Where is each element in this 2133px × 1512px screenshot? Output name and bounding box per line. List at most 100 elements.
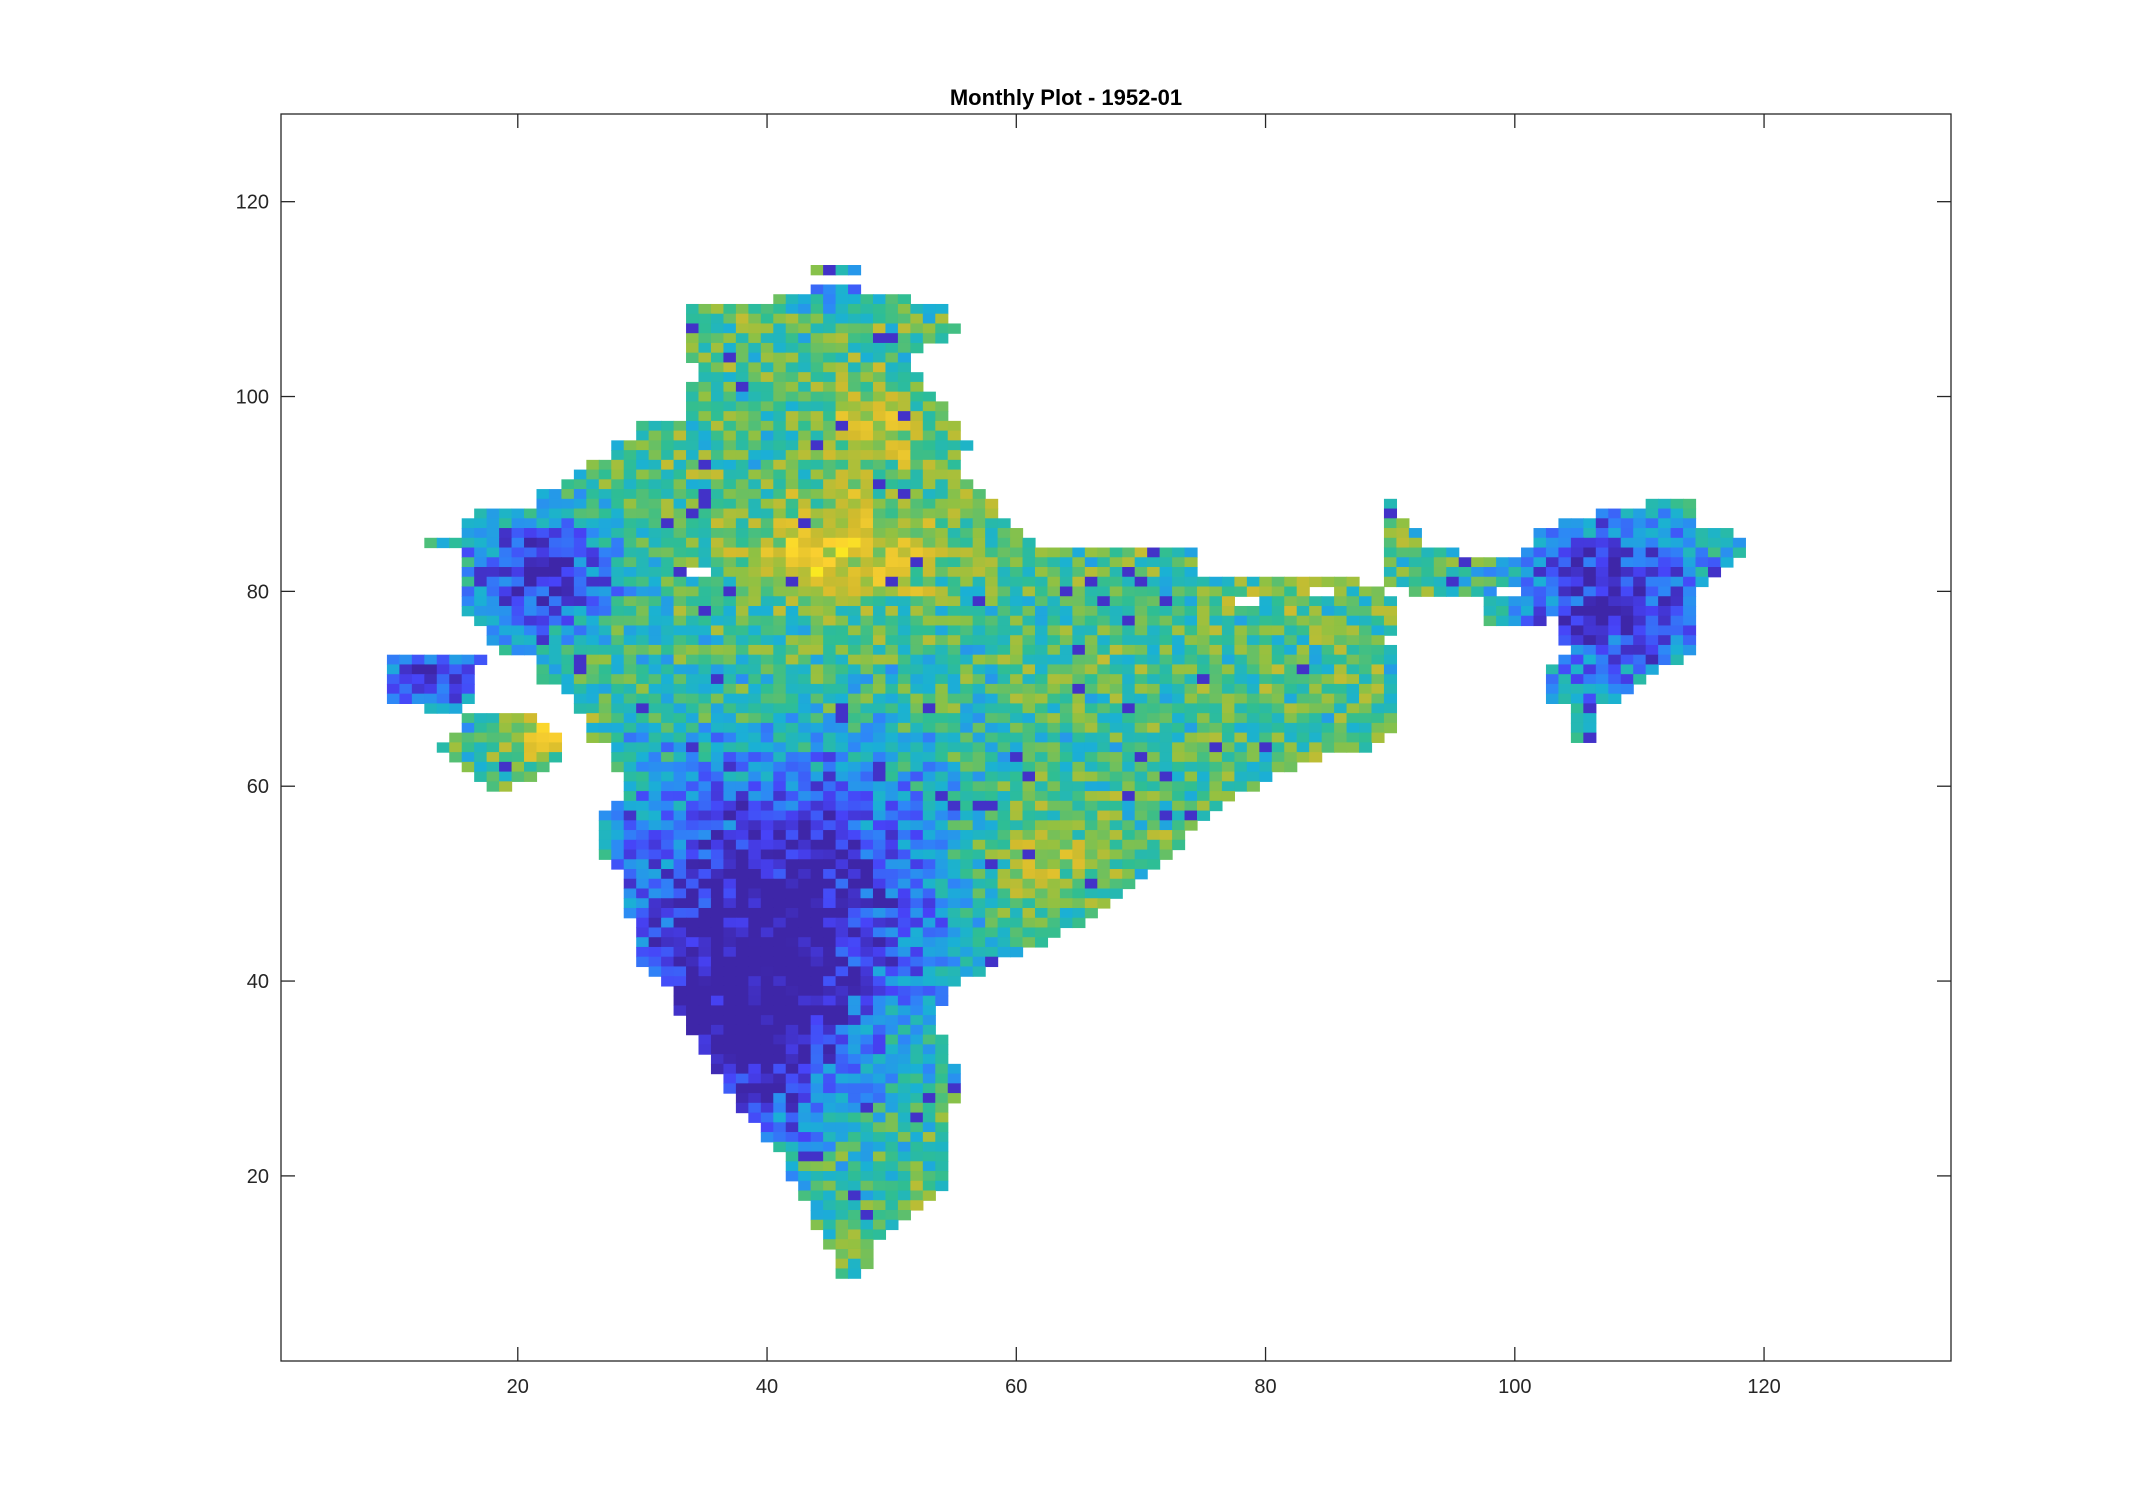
heatmap-cell	[1072, 761, 1086, 773]
x-tick-label: 120	[1747, 1376, 1780, 1398]
heatmap-cell	[723, 800, 737, 812]
heatmap-cell	[1022, 567, 1036, 578]
heatmap-cell	[823, 625, 837, 636]
heatmap-cell	[897, 927, 911, 938]
heatmap-cell	[798, 586, 812, 597]
heatmap-cell	[1172, 781, 1186, 792]
heatmap-cell	[536, 752, 550, 763]
heatmap-cell	[536, 518, 550, 529]
heatmap-cell	[723, 937, 737, 948]
heatmap-cell	[835, 966, 849, 977]
heatmap-cell	[1034, 937, 1049, 948]
heatmap-cell	[810, 333, 824, 344]
heatmap-cell	[823, 1054, 837, 1065]
heatmap-cell	[1172, 703, 1186, 714]
heatmap-cell	[935, 567, 949, 578]
heatmap-cell	[872, 537, 887, 549]
heatmap-cell	[499, 625, 513, 636]
heatmap-cell	[835, 946, 849, 958]
heatmap-cell	[661, 615, 675, 627]
heatmap-cell	[686, 313, 700, 325]
heatmap-cell	[735, 489, 749, 500]
heatmap-cell	[735, 557, 749, 568]
heatmap-cell	[1022, 547, 1036, 558]
heatmap-cell	[785, 625, 799, 636]
heatmap-cell	[773, 644, 787, 656]
heatmap-cell	[1334, 635, 1348, 646]
heatmap-cell	[748, 411, 762, 422]
heatmap-cell	[885, 713, 899, 724]
heatmap-cell	[972, 859, 986, 870]
heatmap-cell	[848, 791, 862, 802]
heatmap-cell	[1084, 635, 1098, 646]
heatmap-cell	[872, 586, 887, 597]
heatmap-cell	[1047, 791, 1061, 802]
heatmap-cell	[960, 937, 974, 948]
heatmap-cell	[1072, 878, 1086, 890]
heatmap-cell	[1122, 625, 1136, 636]
heatmap-cell	[1433, 547, 1447, 558]
heatmap-cell	[1172, 752, 1186, 763]
heatmap-cell	[499, 771, 513, 782]
heatmap-cell	[810, 479, 824, 490]
heatmap-cell	[1271, 732, 1285, 743]
heatmap-cell	[823, 1210, 837, 1221]
heatmap-cell	[1271, 752, 1285, 763]
heatmap-cell	[598, 839, 612, 851]
heatmap-cell	[773, 362, 787, 373]
heatmap-cell	[947, 791, 961, 802]
heatmap-cell	[1583, 605, 1597, 617]
heatmap-cell	[710, 586, 725, 597]
heatmap-cell	[586, 508, 600, 519]
heatmap-cell	[798, 323, 812, 334]
heatmap-cell	[1034, 605, 1049, 617]
heatmap-cell	[648, 528, 662, 539]
heatmap-cell	[848, 907, 862, 919]
heatmap-cell	[698, 985, 712, 997]
heatmap-cell	[1309, 635, 1323, 646]
heatmap-cell	[1583, 713, 1597, 724]
heatmap-cell	[785, 557, 799, 568]
heatmap-cell	[1097, 752, 1111, 763]
heatmap-cell	[1022, 820, 1036, 831]
heatmap-cell	[723, 381, 737, 393]
heatmap-cell	[810, 1112, 824, 1123]
heatmap-cell	[386, 683, 400, 695]
heatmap-cell	[1172, 547, 1186, 558]
heatmap-cell	[524, 576, 538, 588]
heatmap-cell	[885, 605, 899, 617]
heatmap-cell	[673, 469, 687, 480]
heatmap-cell	[972, 547, 986, 558]
heatmap-cell	[848, 1093, 862, 1104]
heatmap-cell	[1259, 664, 1273, 675]
heatmap-cell	[897, 956, 911, 968]
heatmap-cell	[835, 1210, 849, 1221]
heatmap-cell	[1309, 683, 1323, 695]
heatmap-cell	[760, 557, 774, 568]
heatmap-cell	[1695, 528, 1709, 539]
heatmap-cell	[1645, 664, 1659, 675]
heatmap-cell	[810, 518, 824, 529]
heatmap-cell	[524, 752, 538, 763]
heatmap-cell	[710, 966, 725, 977]
heatmap-cell	[1022, 586, 1036, 597]
heatmap-cell	[972, 888, 986, 899]
heatmap-cell	[1359, 664, 1373, 675]
heatmap-cell	[1645, 567, 1659, 578]
heatmap-cell	[648, 781, 662, 792]
heatmap-cell	[760, 722, 774, 734]
heatmap-cell	[1022, 878, 1036, 890]
heatmap-cell	[1583, 644, 1597, 656]
heatmap-cell	[885, 1151, 899, 1162]
heatmap-cell	[1059, 791, 1073, 802]
heatmap-cell	[972, 781, 986, 792]
heatmap-cell	[960, 693, 974, 704]
heatmap-cell	[474, 761, 488, 773]
heatmap-cell	[636, 586, 650, 597]
heatmap-cell	[785, 508, 799, 519]
heatmap-cell	[661, 586, 675, 597]
heatmap-cell	[848, 635, 862, 646]
heatmap-cell	[673, 985, 687, 997]
heatmap-cell	[1010, 615, 1024, 627]
heatmap-cell	[710, 615, 725, 627]
